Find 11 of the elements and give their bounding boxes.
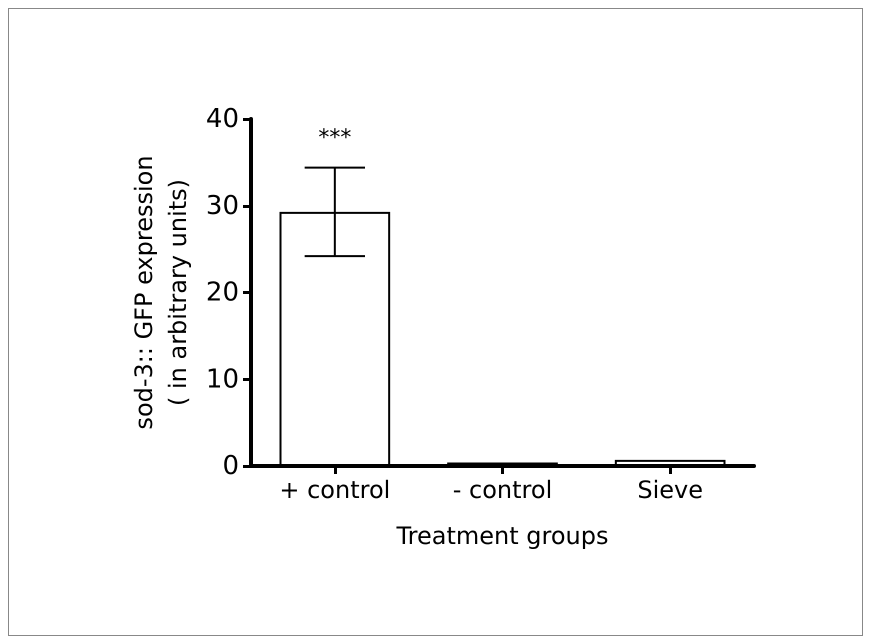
y-tick-label: 30 bbox=[206, 190, 239, 221]
y-axis-title: sod-3:: GFP expression ( in arbitrary units) bbox=[130, 155, 192, 430]
y-tick-label: 20 bbox=[206, 278, 239, 308]
x-axis-title: Treatment groups bbox=[396, 522, 608, 550]
y-tick-label: 10 bbox=[206, 364, 239, 394]
x-tick-label: - control bbox=[452, 476, 552, 504]
annotation: *** bbox=[318, 126, 352, 150]
x-tick-label: + control bbox=[279, 476, 390, 504]
x-tick-label: Sieve bbox=[637, 476, 703, 504]
y-tick-label: 40 bbox=[206, 104, 239, 134]
y-tick-label: 0 bbox=[222, 451, 239, 481]
